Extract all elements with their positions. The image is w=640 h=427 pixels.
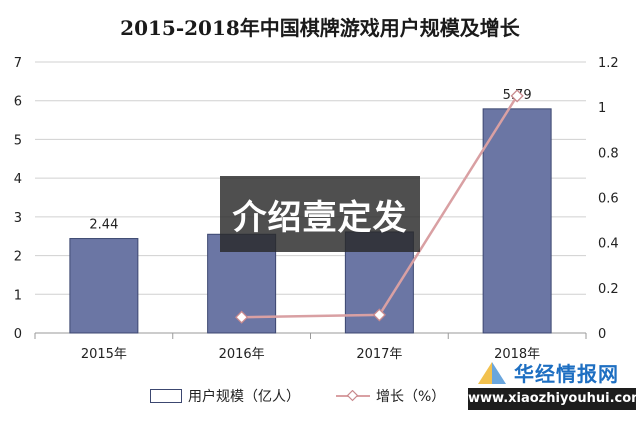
brand-watermark: 华经情报网 www.xiaozhiyouhui.com — [468, 356, 640, 414]
x-category-label: 2017年 — [356, 347, 402, 362]
y-left-tick-label: 5 — [14, 133, 22, 148]
y-left-tick-label: 4 — [14, 172, 22, 187]
y-left-tick-label: 7 — [14, 56, 22, 71]
y-left-tick-label: 6 — [14, 95, 22, 110]
bar-2015年 — [69, 238, 139, 334]
legend-label-growth: 增长（%） — [376, 389, 446, 405]
legend-line-swatch — [336, 390, 370, 402]
y-right-tick-label: 1 — [598, 101, 606, 116]
y-right-tick-label: 0.8 — [598, 146, 619, 161]
y-right-tick-label: 0.6 — [598, 192, 619, 207]
x-category-label: 2015年 — [81, 347, 127, 362]
growth-point — [510, 89, 524, 103]
watermark-text: 介绍壹定发 — [232, 197, 408, 238]
brand-logo-icon — [478, 362, 506, 384]
legend-item-growth: 增长（%） — [336, 386, 445, 406]
growth-point — [235, 310, 249, 324]
y-left-tick-label: 2 — [14, 250, 22, 265]
bar-2018年 — [482, 108, 552, 334]
y-left-tick-label: 3 — [14, 211, 22, 226]
y-left-tick-label: 0 — [14, 327, 22, 342]
x-category-label: 2016年 — [219, 347, 265, 362]
y-right-tick-label: 0.4 — [598, 237, 619, 252]
chart-title: 2015-2018年中国棋牌游戏用户规模及增长 — [120, 16, 520, 40]
y-right-tick-label: 0.2 — [598, 282, 619, 297]
y-right-tick-label: 0 — [598, 327, 606, 342]
brand-url: www.xiaozhiyouhui.com — [468, 388, 640, 410]
legend-bar-swatch — [150, 389, 182, 403]
y-left-tick-label: 1 — [14, 288, 22, 303]
watermark-overlay: 介绍壹定发 — [220, 176, 420, 252]
legend: 用户规模（亿人） 增长（%） — [150, 386, 481, 406]
bar-data-label: 2.44 — [89, 218, 118, 233]
legend-item-users: 用户规模（亿人） — [150, 386, 300, 406]
legend-label-users: 用户规模（亿人） — [188, 389, 300, 405]
growth-point — [372, 308, 386, 322]
brand-name: 华经情报网 — [514, 362, 619, 386]
x-category-label: 2018年 — [494, 347, 540, 362]
y-right-tick-label: 1.2 — [598, 56, 619, 71]
